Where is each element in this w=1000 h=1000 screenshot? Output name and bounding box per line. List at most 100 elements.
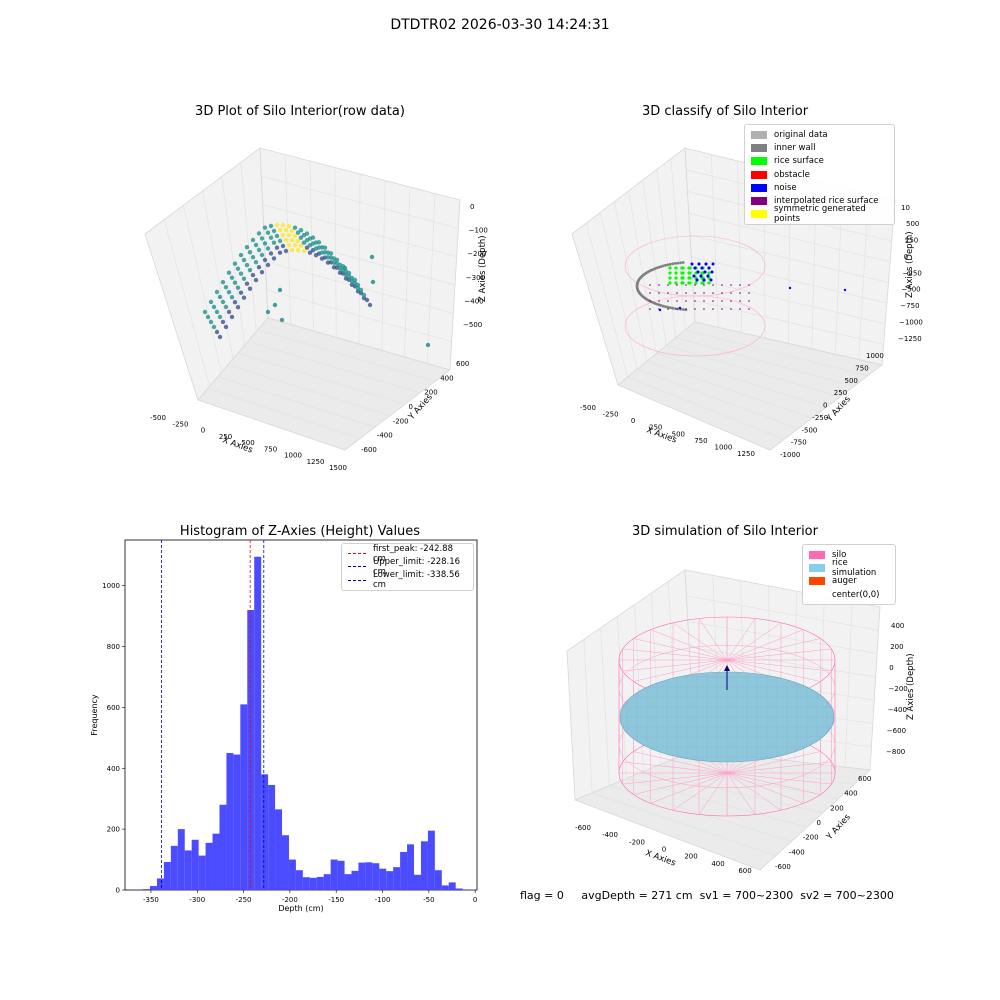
data-point: [223, 285, 229, 290]
raw-3d-zlabel: Z Axies (Depth): [478, 235, 488, 302]
histogram-bar: [261, 774, 269, 890]
grid-line: [163, 219, 211, 387]
data-point: [703, 308, 705, 310]
histogram-title: Histogram of Z-Axies (Height) Values: [179, 524, 421, 539]
data-point: [235, 305, 241, 310]
data-point: [668, 266, 672, 270]
legend-entry: rice surface: [751, 155, 888, 168]
data-point: [676, 308, 678, 310]
grid-line: [656, 169, 677, 338]
grid-line: [585, 223, 628, 378]
tick-label: -600: [361, 446, 377, 454]
data-point: [693, 266, 697, 270]
histogram-xlabel: Depth (cm): [278, 904, 323, 913]
histogram-bar: [407, 844, 415, 890]
data-point: [661, 264, 665, 268]
grid-line: [247, 341, 421, 394]
tick-label: −250: [903, 269, 922, 277]
tick-label: 600: [858, 775, 871, 783]
grid-line: [600, 627, 610, 786]
tick-label: 1250: [307, 458, 325, 466]
legend-label: center(0,0): [832, 589, 880, 600]
tick-label: 600: [456, 360, 469, 368]
tick-label: 0: [116, 887, 120, 895]
histogram-bar: [295, 870, 303, 890]
tick-label: 1000: [866, 352, 884, 360]
data-point: [202, 309, 208, 315]
histogram-bar: [316, 876, 324, 890]
data-point: [268, 251, 274, 256]
data-point: [730, 308, 732, 310]
tick-label: 750: [855, 364, 868, 372]
simulation-3d-xlabel: X Axies: [644, 848, 677, 868]
legend-label: symmetric generated points: [774, 204, 866, 225]
data-point: [217, 294, 223, 300]
grid-line: [261, 175, 459, 229]
tick-label: 0: [823, 402, 827, 410]
silo-mesh-line: [650, 629, 728, 661]
data-point: [649, 292, 651, 294]
tick-label: 250: [834, 389, 847, 397]
data-point: [696, 270, 700, 274]
data-point: [265, 230, 271, 235]
simulation-3d-zlabel: Z Axies (Depth): [906, 653, 916, 720]
data-point: [274, 245, 280, 250]
tick-label: −1250: [898, 335, 922, 343]
legend-entry: Lower_limit: -338.56 cm: [348, 570, 467, 590]
data-point: [280, 243, 286, 249]
data-point: [262, 241, 268, 246]
data-point: [694, 284, 696, 286]
data-point: [211, 324, 217, 330]
data-point: [674, 281, 678, 285]
tick-label: -600: [575, 824, 591, 832]
data-point: [265, 246, 271, 251]
data-point: [229, 314, 235, 320]
data-point: [295, 230, 301, 235]
data-point: [661, 304, 665, 308]
tick-label: −400: [888, 706, 907, 714]
data-point: [259, 236, 265, 241]
tick-label: 1500: [329, 464, 347, 472]
tick-label: 500: [241, 439, 254, 447]
data-point: [730, 284, 732, 286]
histogram-bar: [351, 870, 359, 890]
data-point: [268, 223, 274, 229]
data-point: [271, 256, 277, 261]
data-point: [674, 276, 678, 280]
data-point: [214, 329, 220, 335]
data-point: [364, 297, 370, 303]
raw-3d-x-ticks: -500 -250 0 250 500 750 1000 1250 1500: [150, 414, 347, 472]
tick-label: 500: [845, 377, 858, 385]
silo-mesh-line: [726, 772, 832, 785]
data-point: [217, 334, 223, 340]
legend-swatch: [809, 550, 825, 559]
tick-label: 0: [662, 846, 666, 854]
grid-line: [660, 763, 839, 799]
tick-label: −400: [464, 297, 483, 305]
histogram-bar: [330, 859, 338, 890]
data-point: [247, 250, 253, 255]
tick-label: 600: [107, 704, 120, 712]
grid-line: [257, 329, 436, 382]
classify-3d-x-ticks: -500 -250 0 250 500 750 1000 1250: [580, 404, 755, 458]
histogram-bar: [372, 863, 380, 890]
rice-mesh: [620, 672, 834, 762]
data-point: [298, 235, 304, 240]
histogram-bar: [434, 870, 442, 890]
data-point: [685, 300, 687, 302]
data-point: [721, 284, 723, 286]
data-point: [657, 265, 661, 269]
legend-entry: interpolated rice surface: [751, 194, 888, 207]
silo-mesh-line: [672, 772, 728, 811]
silo-mesh-line: [726, 772, 756, 815]
legend-label: obstacle: [774, 169, 810, 180]
tick-label: 400: [107, 765, 120, 773]
tick-label: 0: [889, 664, 893, 672]
data-point: [690, 262, 694, 266]
classify-legend: original data inner wall rice surface ob…: [744, 124, 895, 226]
histogram-bar: [177, 829, 185, 890]
histogram-bar: [254, 556, 262, 890]
legend-label: auger: [832, 576, 857, 587]
data-point: [694, 308, 696, 310]
